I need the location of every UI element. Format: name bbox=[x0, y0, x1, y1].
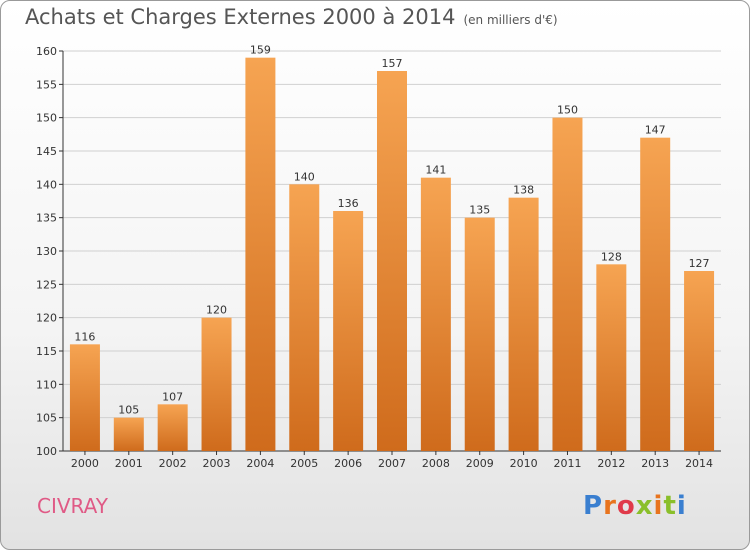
bar bbox=[201, 317, 232, 451]
data-label: 150 bbox=[557, 104, 578, 117]
data-label: 147 bbox=[645, 124, 666, 137]
bar bbox=[420, 177, 451, 451]
data-label: 105 bbox=[118, 404, 139, 417]
y-tick-label: 155 bbox=[36, 78, 57, 91]
data-label: 159 bbox=[250, 44, 271, 57]
x-tick-label: 2011 bbox=[553, 457, 581, 470]
data-label: 135 bbox=[469, 204, 490, 217]
logo-letter: r bbox=[603, 491, 617, 521]
logo-letter: t bbox=[663, 491, 677, 521]
proxiti-logo[interactable]: Proxiti bbox=[583, 491, 687, 521]
y-tick-label: 135 bbox=[36, 212, 57, 225]
y-tick-label: 105 bbox=[36, 412, 57, 425]
logo-letter: i bbox=[653, 491, 664, 521]
x-tick-label: 2008 bbox=[422, 457, 450, 470]
bar bbox=[289, 184, 320, 452]
x-tick-label: 2009 bbox=[466, 457, 494, 470]
data-label: 136 bbox=[338, 197, 359, 210]
bar bbox=[552, 117, 583, 452]
x-tick-label: 2010 bbox=[510, 457, 538, 470]
chart-subtitle: (en milliers d'€) bbox=[463, 13, 558, 27]
bar bbox=[333, 211, 364, 451]
x-tick-labels: 2000 2001 2002 2003 2004 2005 2006 2007 2008 2009… bbox=[71, 457, 713, 470]
logo-letter: o bbox=[616, 491, 636, 521]
data-label: 128 bbox=[601, 250, 622, 263]
y-tick-label: 145 bbox=[36, 145, 57, 158]
data-label: 141 bbox=[425, 164, 446, 177]
data-labels: 116 105 107 120 159 140 136 157 141 135 138 150 128 1… bbox=[74, 44, 709, 417]
bar bbox=[113, 417, 144, 451]
y-tick-label: 130 bbox=[36, 245, 57, 258]
x-tick-label: 2014 bbox=[685, 457, 713, 470]
x-tick-label: 2002 bbox=[159, 457, 187, 470]
bar bbox=[464, 217, 495, 451]
x-tick-label: 2003 bbox=[203, 457, 231, 470]
y-tick-label: 125 bbox=[36, 278, 57, 291]
bar bbox=[508, 197, 539, 451]
y-tick-label: 160 bbox=[36, 45, 57, 58]
x-tick-label: 2006 bbox=[334, 457, 362, 470]
bars bbox=[69, 57, 715, 452]
data-label: 127 bbox=[689, 257, 710, 270]
bar bbox=[640, 137, 671, 451]
bar bbox=[596, 264, 627, 451]
logo-letter: P bbox=[583, 491, 604, 521]
y-tick-label: 115 bbox=[36, 345, 57, 358]
data-label: 140 bbox=[294, 170, 315, 183]
logo-letter: x bbox=[635, 491, 654, 521]
y-tick-label: 110 bbox=[36, 378, 57, 391]
bar bbox=[157, 404, 188, 451]
chart-title-block: Achats et Charges Externes 2000 à 2014 (e… bbox=[25, 5, 558, 29]
data-label: 138 bbox=[513, 184, 534, 197]
x-tick-label: 2012 bbox=[597, 457, 625, 470]
x-tick-label: 2001 bbox=[115, 457, 143, 470]
data-label: 116 bbox=[74, 330, 95, 343]
y-tick-label: 120 bbox=[36, 312, 57, 325]
x-tick-label: 2005 bbox=[290, 457, 318, 470]
y-tick-label: 150 bbox=[36, 112, 57, 125]
x-tick-label: 2013 bbox=[641, 457, 669, 470]
y-tick-labels: 100 105 110 115 120 125 130 135 140 145 150 155 160 bbox=[36, 45, 57, 458]
bar bbox=[69, 344, 100, 451]
y-tick-label: 140 bbox=[36, 178, 57, 191]
bar bbox=[377, 71, 407, 451]
x-tick-label: 2004 bbox=[246, 457, 274, 470]
data-label: 107 bbox=[162, 390, 183, 403]
data-label: 120 bbox=[206, 304, 227, 317]
y-tick-label: 100 bbox=[36, 445, 57, 458]
data-label: 157 bbox=[382, 57, 403, 70]
commune-name: CIVRAY bbox=[37, 494, 108, 518]
chart-title: Achats et Charges Externes 2000 à 2014 bbox=[25, 5, 456, 29]
x-tick-label: 2000 bbox=[71, 457, 99, 470]
bar bbox=[684, 271, 715, 451]
logo-letter: i bbox=[676, 491, 687, 521]
bar bbox=[245, 57, 276, 452]
x-tick-label: 2007 bbox=[378, 457, 406, 470]
